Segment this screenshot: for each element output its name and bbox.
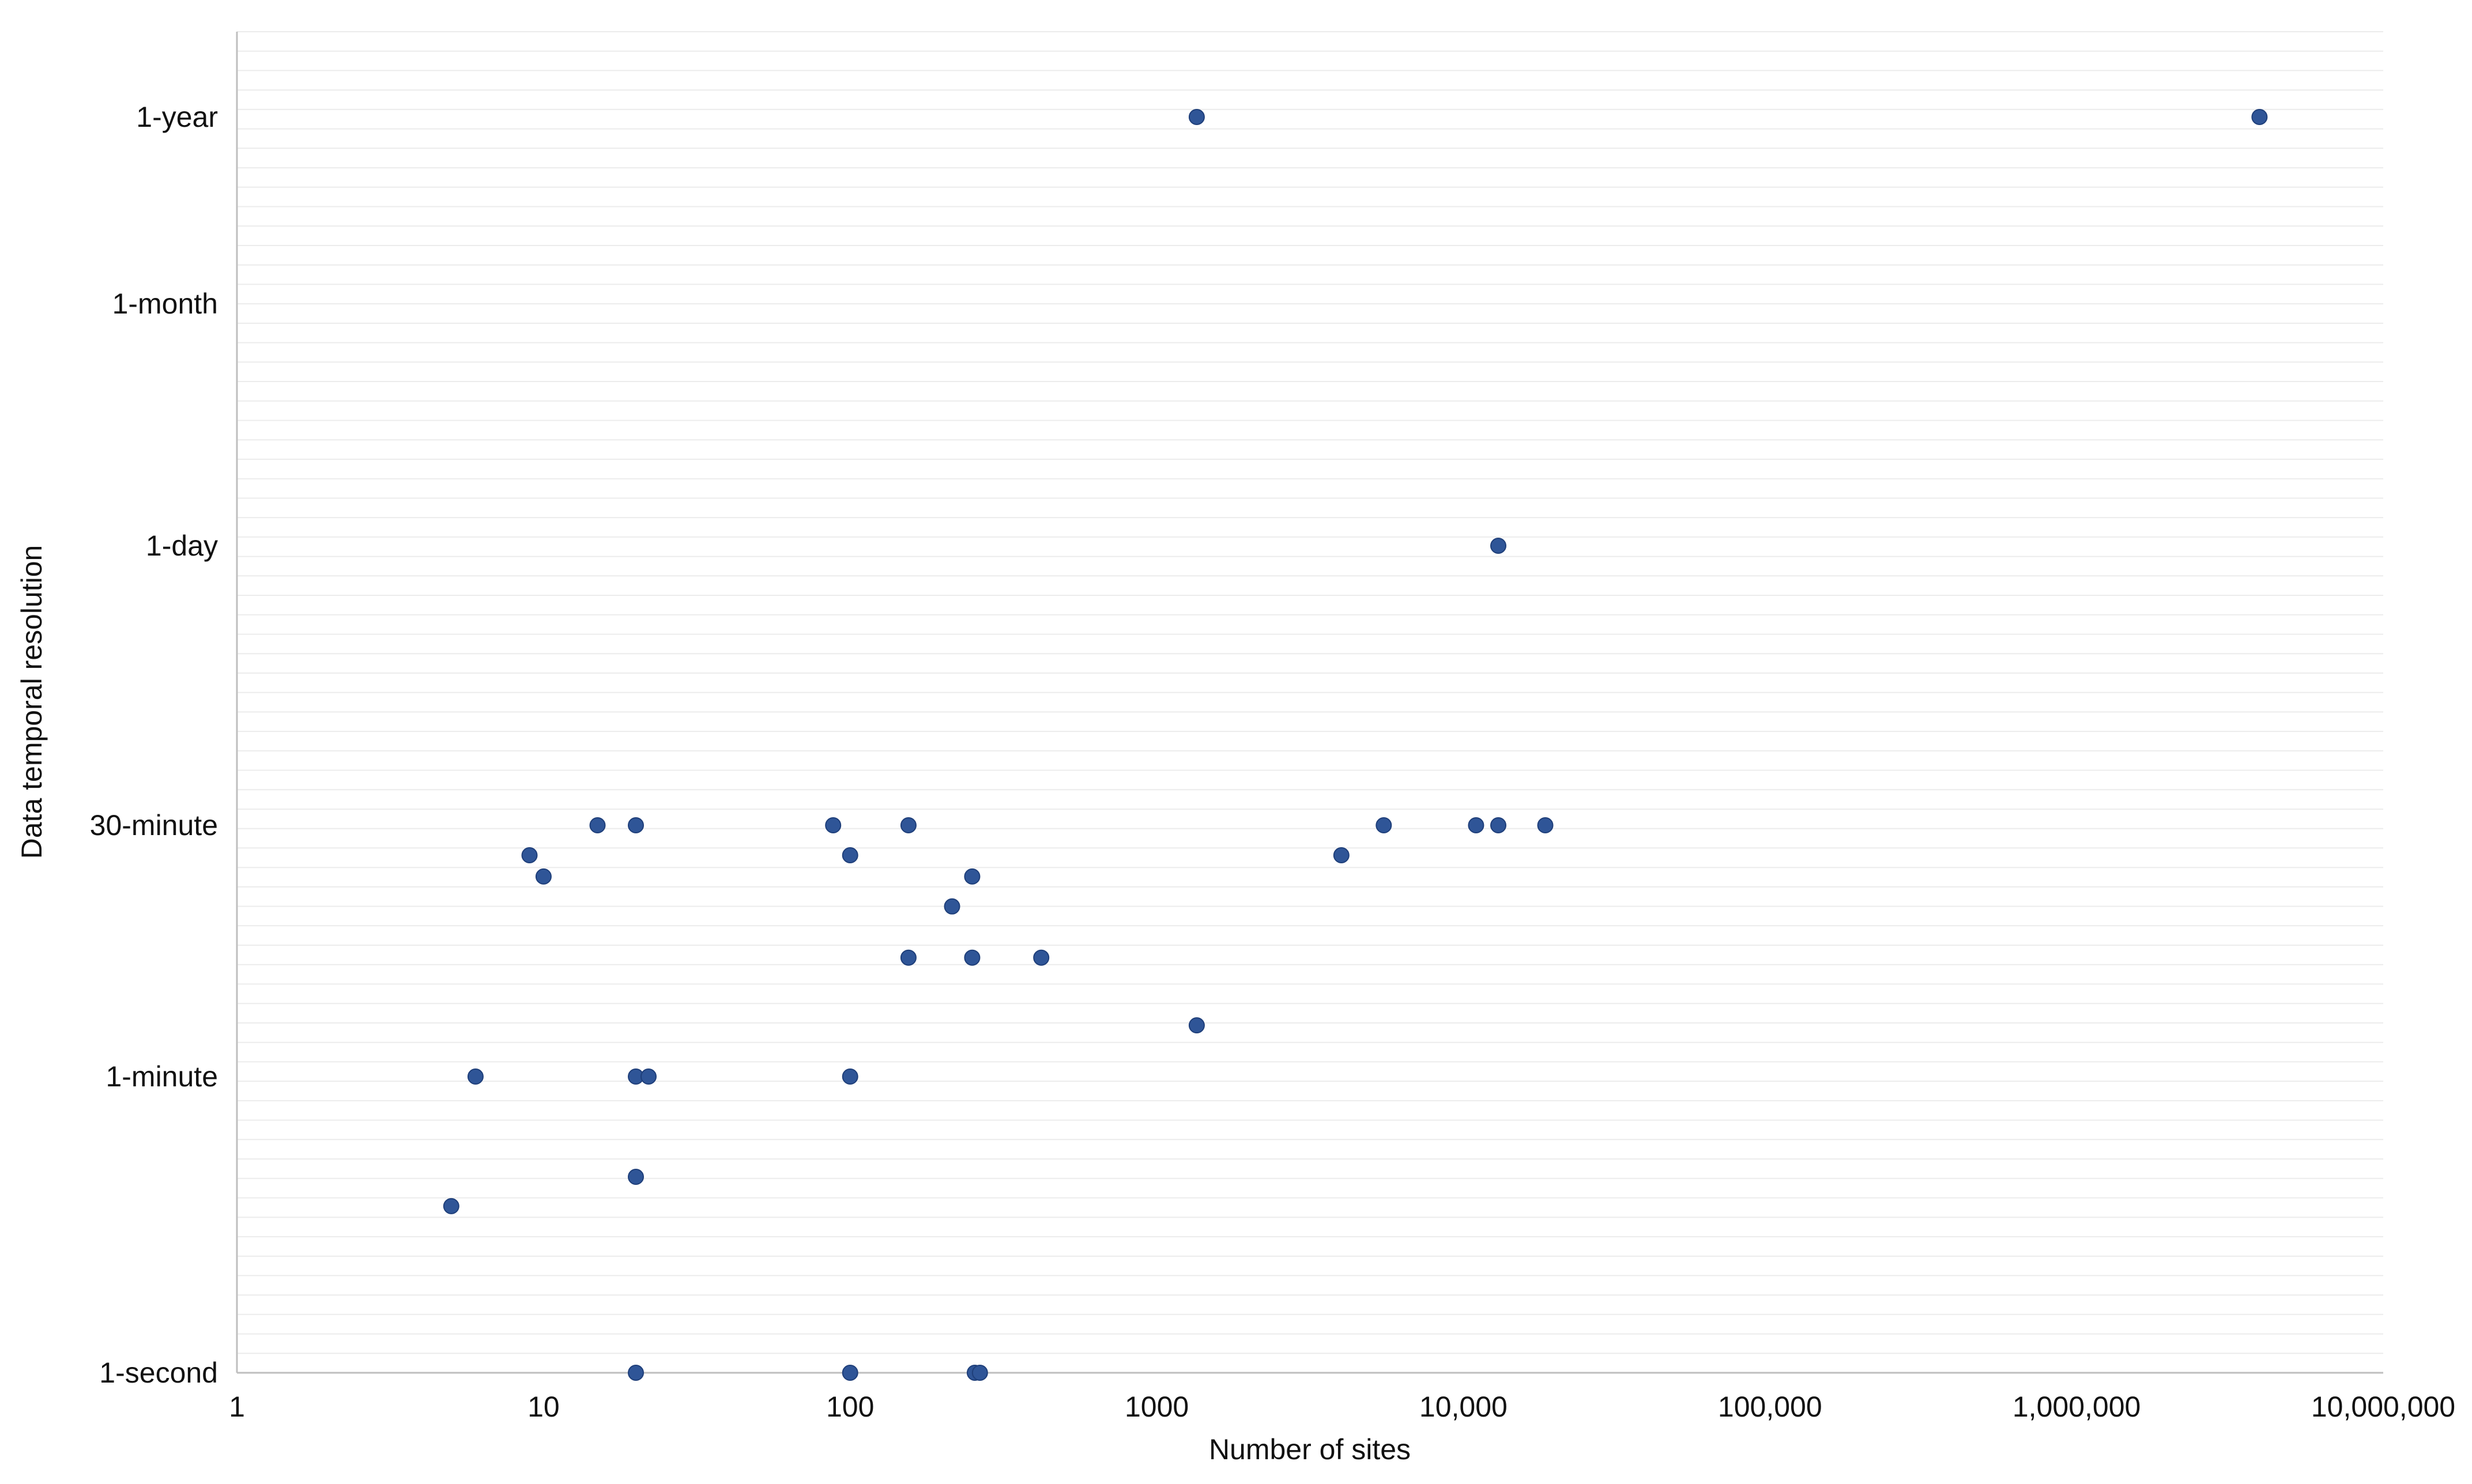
y-tick-label: 1-year xyxy=(136,101,218,133)
data-point xyxy=(971,1365,988,1381)
data-point xyxy=(628,817,644,833)
data-point xyxy=(2251,109,2268,125)
data-point xyxy=(842,847,858,863)
data-point xyxy=(1333,847,1350,863)
data-point xyxy=(521,847,538,863)
x-axis-title: Number of sites xyxy=(1209,1433,1411,1466)
x-tick-label: 10,000 xyxy=(1419,1391,1508,1423)
data-point xyxy=(1537,817,1554,833)
y-tick-label: 30-minute xyxy=(90,809,218,841)
x-tick-label: 1 xyxy=(229,1391,245,1423)
data-point xyxy=(1376,817,1392,833)
data-point xyxy=(443,1198,459,1214)
x-tick-labels: 1 10 100 1000 10,000 100,000 1,000,000 10,000,0… xyxy=(229,1391,2455,1423)
data-point xyxy=(628,1169,644,1185)
data-point xyxy=(900,949,917,966)
data-point xyxy=(1490,817,1506,833)
data-point xyxy=(535,868,552,885)
x-tick-label: 1000 xyxy=(1125,1391,1189,1423)
y-tick-label: 1-day xyxy=(146,530,218,562)
axes xyxy=(236,32,2383,1374)
data-point xyxy=(842,1068,858,1085)
data-point xyxy=(964,868,981,885)
y-tick-label: 1-second xyxy=(99,1357,218,1389)
y-tick-label: 1-month xyxy=(112,288,218,320)
data-point xyxy=(825,817,842,833)
gridlines xyxy=(237,31,2383,1373)
data-point xyxy=(900,817,917,833)
x-tick-label: 100,000 xyxy=(1718,1391,1822,1423)
data-points xyxy=(443,109,2268,1381)
x-tick-label: 1,000,000 xyxy=(2013,1391,2141,1423)
data-point xyxy=(944,898,960,915)
data-point xyxy=(842,1365,858,1381)
y-tick-label: 1-minute xyxy=(105,1060,218,1093)
data-point xyxy=(1188,1017,1205,1034)
data-point xyxy=(1033,949,1050,966)
x-tick-label: 100 xyxy=(826,1391,874,1423)
data-point xyxy=(467,1068,484,1085)
data-point xyxy=(628,1365,644,1381)
y-tick-labels: 1-second 1-minute 30-minute 1-day 1-month 1-y… xyxy=(90,101,218,1389)
data-point xyxy=(1468,817,1484,833)
x-tick-label: 10 xyxy=(527,1391,560,1423)
data-point xyxy=(589,817,606,833)
data-point xyxy=(1188,109,1205,125)
y-axis-title: Data temporal resolution xyxy=(16,545,48,859)
data-point xyxy=(640,1068,657,1085)
data-point xyxy=(1490,538,1506,554)
x-tick-label: 10,000,000 xyxy=(2311,1391,2455,1423)
data-point xyxy=(964,949,981,966)
